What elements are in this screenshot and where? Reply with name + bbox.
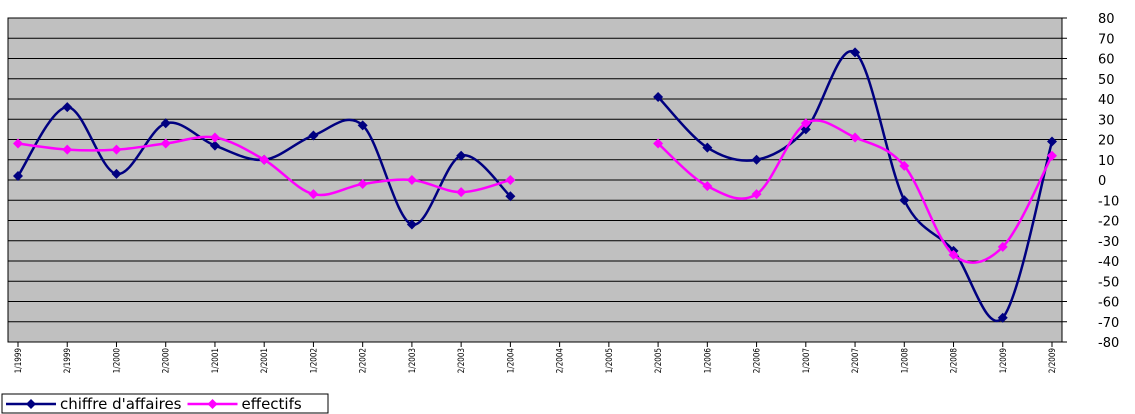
data-point [850, 47, 861, 58]
legend: chiffre d'affaires effectifs [1, 393, 329, 414]
y-tick-label: -10 [1098, 194, 1119, 209]
x-tick-label: 1/1999 [12, 348, 23, 373]
data-point [948, 249, 959, 260]
x-tick-label: 2/2008 [948, 348, 959, 373]
legend-box [1, 393, 329, 414]
y-tick-label: -80 [1098, 336, 1119, 351]
x-tick-label: 2/2009 [1046, 348, 1057, 373]
data-point [899, 195, 910, 206]
data-point [1047, 150, 1057, 161]
x-tick-label: 1/2006 [701, 348, 712, 373]
y-tick-label: -20 [1098, 215, 1119, 230]
y-tick-label: 20 [1098, 134, 1115, 149]
x-tick-label: 1/2002 [308, 348, 319, 373]
data-point [111, 168, 122, 179]
data-point [1047, 136, 1057, 147]
data-point [456, 150, 467, 161]
data-point [505, 191, 516, 202]
y-tick-label: 50 [1098, 73, 1115, 88]
x-tick-label: 2/2005 [652, 348, 663, 373]
data-point [406, 175, 417, 185]
x-tick-label: 1/2001 [209, 348, 220, 373]
data-point [160, 118, 171, 129]
x-tick-label: 2/2003 [455, 348, 466, 373]
data-point [111, 144, 122, 155]
data-point [653, 91, 664, 102]
data-point [209, 140, 220, 151]
y-tick-label: 40 [1098, 93, 1115, 108]
data-point [456, 187, 467, 198]
data-point [702, 142, 713, 153]
y-tick-label: 10 [1098, 154, 1115, 169]
data-point [62, 144, 73, 155]
y-tick-label: 80 [1098, 12, 1115, 27]
legend-marker [26, 399, 36, 409]
x-tick-label: 2/1999 [61, 348, 72, 373]
data-point [357, 120, 368, 131]
data-point [13, 170, 23, 181]
y-tick-label: -60 [1098, 296, 1119, 311]
data-point [751, 189, 762, 200]
data-point [406, 219, 417, 230]
data-point [13, 138, 23, 149]
x-tick-label: 2/2001 [258, 348, 269, 373]
data-point [62, 102, 73, 113]
data-point [899, 160, 910, 171]
data-point [800, 118, 811, 129]
y-tick-label: 30 [1098, 113, 1115, 128]
data-point [997, 241, 1008, 252]
data-point [160, 138, 171, 149]
data-point [259, 154, 270, 165]
data-point [357, 179, 368, 190]
x-tick-label: 1/2009 [997, 348, 1008, 373]
data-point [653, 138, 664, 149]
x-tick-label: 1/2004 [505, 348, 516, 373]
legend-marker [207, 399, 218, 409]
y-tick-label: -50 [1098, 275, 1119, 290]
data-point [850, 132, 861, 143]
legend-label: chiffre d'affaires [60, 395, 182, 413]
x-tick-label: 2/2007 [849, 348, 860, 373]
data-point [751, 154, 762, 165]
legend-label: effectifs [242, 395, 302, 413]
y-tick-label: -70 [1098, 316, 1119, 331]
data-point [308, 130, 319, 141]
data-point [702, 181, 713, 192]
y-tick-label: 70 [1098, 32, 1115, 47]
x-tick-label: 2/2006 [751, 348, 762, 373]
x-tick-label: 2/2002 [357, 348, 368, 373]
data-point [308, 189, 319, 200]
y-tick-label: 0 [1098, 174, 1106, 189]
data-point [209, 132, 220, 143]
data-point [997, 312, 1008, 323]
x-tick-label: 2/2004 [554, 348, 565, 373]
x-tick-label: 1/2003 [406, 348, 417, 373]
x-tick-label: 1/2007 [800, 348, 811, 373]
y-tick-label: -40 [1098, 255, 1119, 270]
x-tick-label: 1/2000 [111, 348, 122, 373]
x-tick-label: 2/2000 [160, 348, 171, 373]
x-tick-label: 1/2005 [603, 348, 614, 373]
y-tick-label: 60 [1098, 53, 1115, 68]
x-tick-label: 1/2008 [898, 348, 909, 373]
data-point [505, 175, 516, 185]
y-tick-label: -30 [1098, 235, 1119, 250]
data-point [800, 124, 811, 135]
